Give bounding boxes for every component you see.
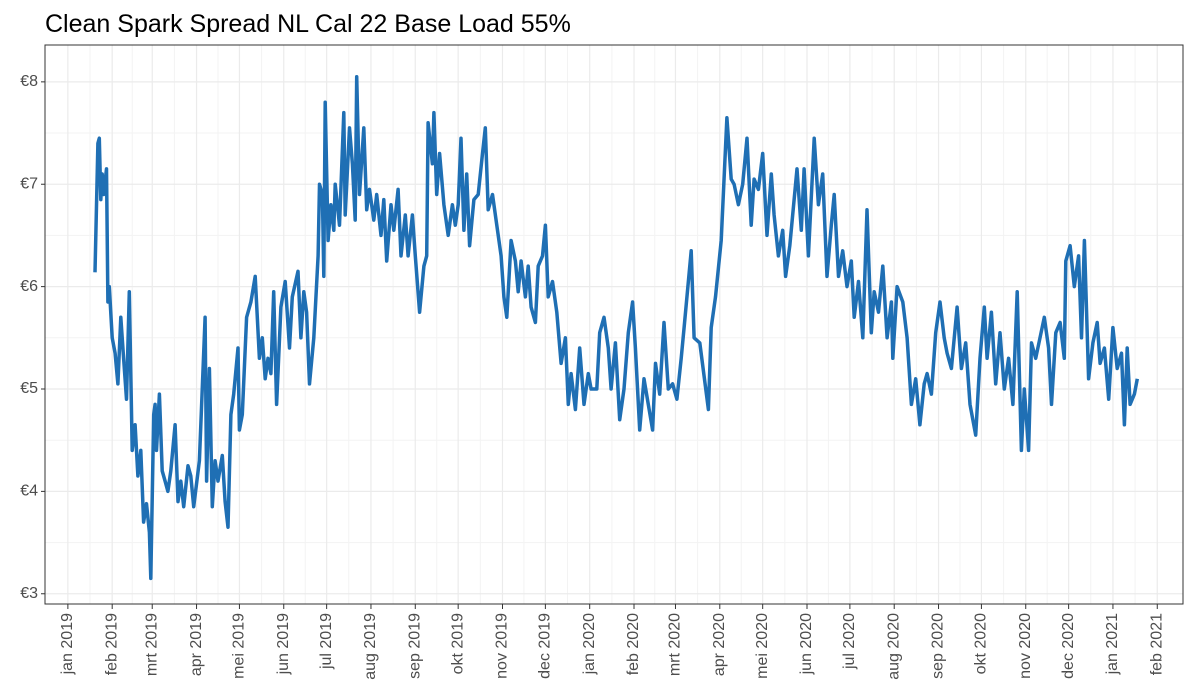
panel-background [45, 45, 1183, 604]
x-tick-label: feb 2020 [625, 613, 642, 675]
x-tick-label: aug 2020 [885, 613, 902, 680]
x-tick-label: dec 2020 [1060, 613, 1077, 679]
x-tick-label: dec 2019 [537, 613, 554, 679]
x-tick-label: aug 2019 [362, 613, 379, 680]
x-tick-label: jan 2021 [1104, 613, 1121, 675]
x-tick-label: jun 2020 [798, 613, 815, 675]
x-tick-label: okt 2019 [449, 613, 466, 674]
x-tick-label: mei 2020 [754, 613, 771, 679]
y-tick-label: €7 [20, 175, 38, 192]
x-tick-label: sep 2020 [930, 613, 947, 679]
x-tick-label: jun 2019 [275, 613, 292, 675]
x-tick-label: jan 2019 [59, 613, 76, 675]
x-tick-label: mrt 2019 [143, 613, 160, 676]
series-line [93, 74, 1140, 581]
x-tick-label: okt 2020 [973, 613, 990, 674]
y-tick-label: €6 [20, 278, 38, 295]
x-tick-label: jan 2020 [581, 613, 598, 675]
x-tick-label: mei 2019 [231, 613, 248, 679]
x-tick-label: sep 2019 [406, 613, 423, 679]
chart-title: Clean Spark Spread NL Cal 22 Base Load 5… [45, 10, 571, 38]
x-tick-label: apr 2019 [188, 613, 205, 676]
y-tick-label: €5 [20, 380, 38, 397]
y-tick-label: €8 [20, 73, 38, 90]
x-tick-label: nov 2020 [1017, 613, 1034, 679]
x-tick-label: jul 2019 [318, 613, 335, 670]
x-tick-label: jul 2020 [841, 613, 858, 670]
x-tick-label: apr 2020 [711, 613, 728, 676]
panel-border [44, 44, 1184, 605]
x-tick-label: nov 2019 [494, 613, 511, 679]
y-tick-label: €3 [20, 585, 38, 602]
y-tick-label: €4 [20, 483, 38, 500]
x-tick-label: feb 2021 [1148, 613, 1165, 675]
x-tick-label: mrt 2020 [667, 613, 684, 676]
x-tick-label: feb 2019 [103, 613, 120, 675]
